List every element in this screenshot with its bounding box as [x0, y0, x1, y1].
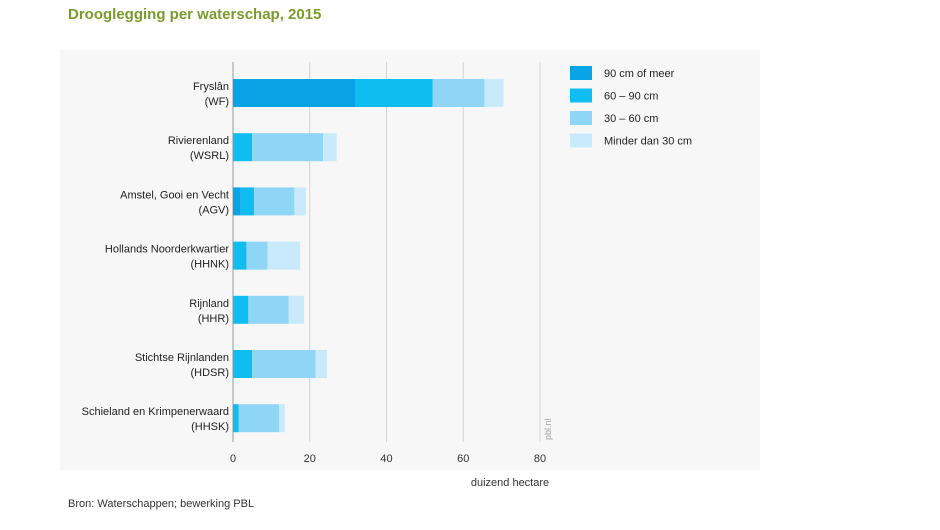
x-axis-label: duizend hectare	[471, 477, 549, 489]
x-tick-label: 0	[230, 453, 236, 465]
category-code-label: (AGV)	[198, 204, 229, 216]
legend-swatch	[570, 133, 592, 148]
legend-label: 90 cm of meer	[604, 68, 675, 80]
legend-label: Minder dan 30 cm	[604, 136, 692, 148]
bar-segment[interactable]: Rijnland (HHR) — 60 – 90 cm: 4	[233, 295, 249, 324]
bar-segment[interactable]: Stichtse Rijnlanden (HDSR) — Minder dan …	[315, 350, 328, 378]
x-tick-label: 20	[304, 453, 316, 465]
bar-segment[interactable]: Stichtse Rijnlanden (HDSR) — 60 – 90 cm:…	[233, 350, 253, 378]
bar-segment[interactable]: Stichtse Rijnlanden (HDSR) — 30 – 60 cm:…	[252, 350, 316, 378]
legend-label: 60 – 90 cm	[604, 91, 658, 103]
category-label: Amstel, Gooi en Vecht	[120, 189, 229, 201]
x-tick-label: 80	[534, 453, 546, 465]
category-code-label: (HHR)	[198, 313, 229, 325]
category-label: Hollands Noorderkwartier	[105, 244, 229, 256]
legend-swatch	[570, 88, 592, 103]
category-code-label: (HHNK)	[191, 259, 230, 271]
bar-segment[interactable]: Rijnland (HHR) — 30 – 60 cm: 10.5	[248, 295, 289, 324]
bar-segment[interactable]: Rivierenland (WSRL) — 30 – 60 cm: 18.5	[252, 133, 324, 162]
bar-segment[interactable]: Amstel, Gooi en Vecht (AGV) — Minder dan…	[294, 187, 306, 216]
bar-segment[interactable]: Schieland en Krimpenerwaard (HHSK) — Min…	[279, 404, 285, 433]
bar-segment[interactable]: Hollands Noorderkwartier (HHNK) — Minder…	[267, 241, 301, 270]
bar-segment[interactable]: Amstel, Gooi en Vecht (AGV) — 30 – 60 cm…	[254, 187, 295, 216]
watermark: pbl.nl	[543, 418, 553, 440]
bar-segment[interactable]: Fryslân (WF) — 90 cm of meer: 32	[233, 79, 356, 107]
category-label: Stichtse Rijnlanden	[135, 352, 229, 364]
bar-segment[interactable]: Rivierenland (WSRL) — Minder dan 30 cm: …	[323, 133, 337, 162]
bar-segment[interactable]: Schieland en Krimpenerwaard (HHSK) — 60 …	[233, 404, 239, 433]
bar-segment[interactable]: Amstel, Gooi en Vecht (AGV) — 60 – 90 cm…	[240, 187, 255, 216]
bar-segment[interactable]: Hollands Noorderkwartier (HHNK) — 60 – 9…	[233, 241, 247, 270]
x-tick-label: 40	[380, 453, 392, 465]
category-label: Rivierenland	[168, 135, 229, 147]
source-note: Bron: Waterschappen; bewerking PBL	[68, 498, 255, 510]
legend-swatch	[570, 111, 592, 125]
bar-segment[interactable]: Schieland en Krimpenerwaard (HHSK) — 30 …	[238, 404, 280, 433]
category-code-label: (HHSK)	[191, 421, 229, 433]
category-label: Rijnland	[189, 298, 229, 310]
bar-segment[interactable]: Rivierenland (WSRL) — 60 – 90 cm: 5	[233, 133, 253, 162]
bar-segment[interactable]: Fryslân (WF) — Minder dan 30 cm: 5	[484, 79, 504, 107]
legend-label: 30 – 60 cm	[604, 113, 658, 125]
x-tick-label: 60	[457, 453, 469, 465]
category-label: Schieland en Krimpenerwaard	[82, 406, 229, 418]
category-code-label: (WSRL)	[190, 150, 229, 162]
bar-segment[interactable]: Fryslân (WF) — 30 – 60 cm: 13.5	[432, 79, 485, 107]
legend-swatch	[570, 66, 592, 80]
chart-title: Drooglegging per waterschap, 2015	[68, 6, 322, 23]
category-label: Fryslân	[193, 81, 229, 93]
plot-background	[60, 50, 760, 470]
bar-segment[interactable]: Rijnland (HHR) — Minder dan 30 cm: 4	[288, 295, 304, 324]
bar-segment[interactable]: Amstel, Gooi en Vecht (AGV) — 90 cm of m…	[233, 187, 241, 216]
category-code-label: (HDSR)	[191, 367, 230, 379]
category-code-label: (WF)	[205, 96, 229, 108]
bar-segment[interactable]: Fryslân (WF) — 60 – 90 cm: 20	[355, 79, 433, 107]
bar-segment[interactable]: Hollands Noorderkwartier (HHNK) — 30 – 6…	[246, 241, 268, 270]
